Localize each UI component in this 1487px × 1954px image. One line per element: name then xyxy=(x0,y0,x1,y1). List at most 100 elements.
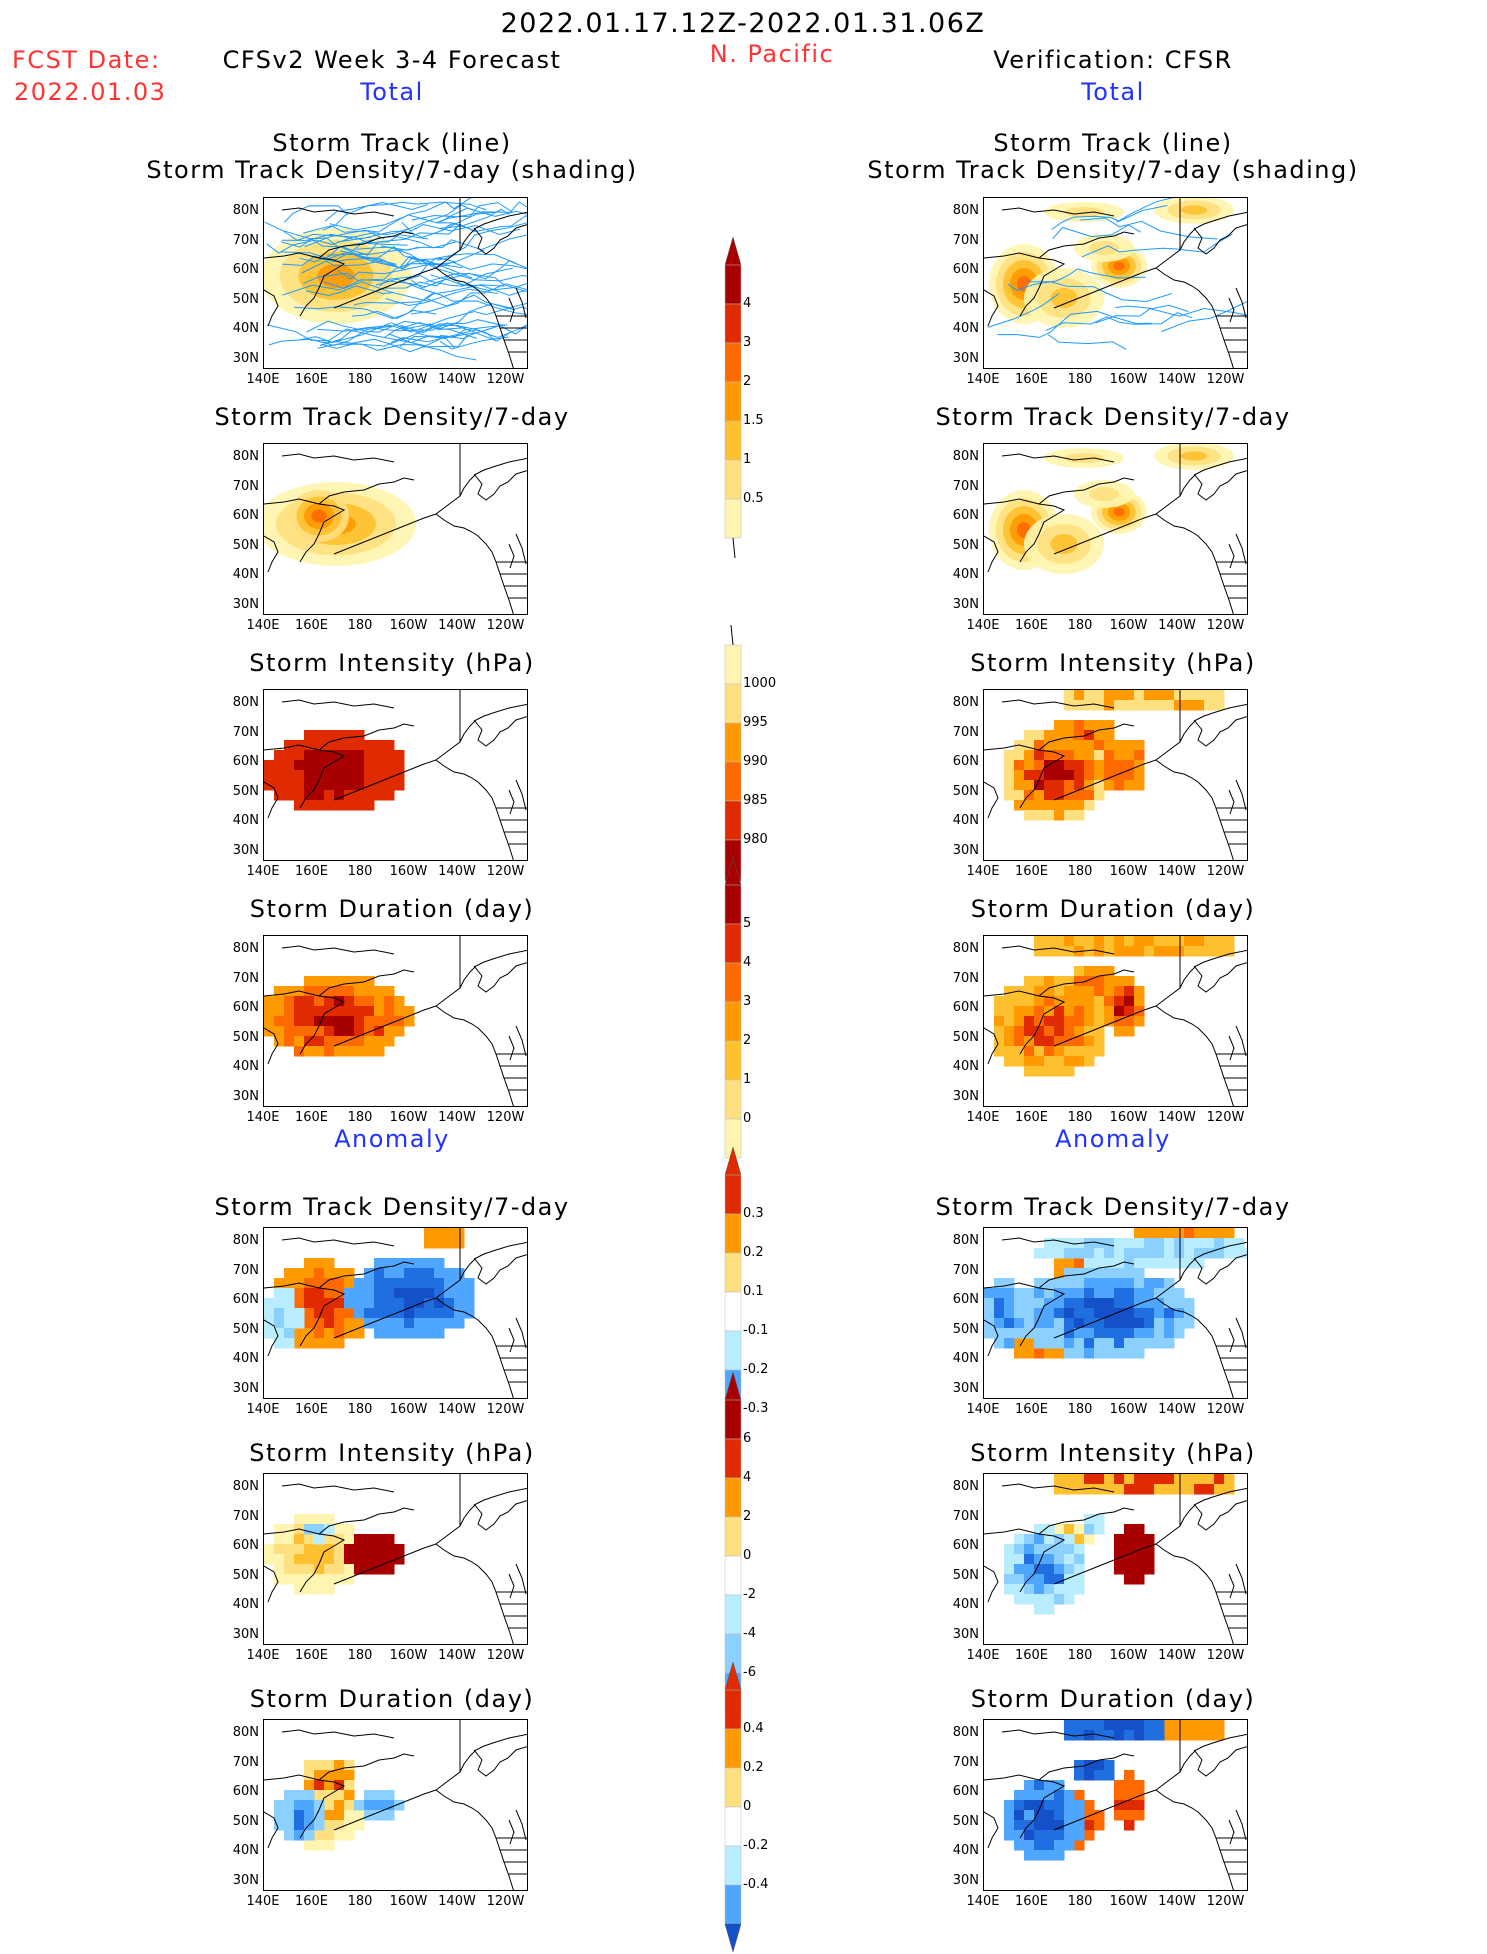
grid-cell xyxy=(334,1800,345,1811)
grid-cell xyxy=(434,1298,445,1309)
lat-tick-label: 40N xyxy=(232,1351,259,1366)
grid-cell xyxy=(314,996,325,1007)
grid-cell xyxy=(364,770,375,781)
grid-cell xyxy=(1044,1800,1055,1811)
grid-cell xyxy=(304,1840,315,1851)
grid-cell xyxy=(314,770,325,781)
grid-cell xyxy=(1004,1308,1015,1319)
grid-cell xyxy=(444,1318,455,1329)
grid-cell xyxy=(1104,1006,1115,1017)
grid-cell xyxy=(274,1544,285,1555)
grid-cell xyxy=(1104,1730,1115,1741)
grid-cell xyxy=(344,1534,355,1545)
grid-cell xyxy=(284,1026,295,1037)
coastline xyxy=(1193,470,1247,501)
lat-tick-label: 60N xyxy=(952,508,979,523)
grid-cell xyxy=(1084,1278,1095,1289)
lon-tick-label: 160W xyxy=(389,1110,428,1125)
panel-title-anom-duration-left: Storm Duration (day) xyxy=(249,1685,535,1713)
grid-cell xyxy=(1124,1006,1135,1017)
grid-cell xyxy=(1114,750,1125,761)
grid-cell xyxy=(314,1016,325,1027)
grid-cell xyxy=(324,780,335,791)
grid-cell xyxy=(354,1288,365,1299)
grid-cell xyxy=(1024,1288,1035,1299)
lat-tick-label: 60N xyxy=(232,262,259,277)
lat-tick-label: 70N xyxy=(232,1262,259,1278)
grid-cell xyxy=(1064,986,1075,997)
grid-cell xyxy=(344,770,355,781)
grid-cell xyxy=(314,1268,325,1279)
lon-tick-label: 120W xyxy=(486,1648,525,1663)
forecast-anom-density-plot xyxy=(264,1228,527,1398)
grid-cell xyxy=(1094,1770,1105,1781)
grid-cell xyxy=(1084,1328,1095,1339)
grid-cell xyxy=(1034,1584,1045,1595)
grid-cell xyxy=(324,790,335,801)
grid-cell xyxy=(394,1328,405,1339)
grid-cell xyxy=(274,1524,285,1535)
grid-cell xyxy=(1064,720,1075,731)
lat-tick-label: 60N xyxy=(952,262,979,277)
grid-cell xyxy=(1144,936,1155,947)
grid-cell xyxy=(394,1800,405,1811)
grid-cell xyxy=(1184,936,1195,947)
grid-cell xyxy=(1054,1328,1065,1339)
grid-cell xyxy=(314,1036,325,1047)
colorbar-tick-label: 0.2 xyxy=(743,1760,764,1775)
coastline xyxy=(1001,207,1115,217)
grid-cell xyxy=(1174,1298,1185,1309)
coastline xyxy=(1193,716,1247,747)
grid-cell xyxy=(1014,1026,1025,1037)
lon-tick-label: 120W xyxy=(1206,1648,1245,1663)
grid-cell xyxy=(1054,1554,1065,1565)
grid-cell xyxy=(1024,750,1035,761)
grid-cell xyxy=(1054,800,1065,811)
grid-cell xyxy=(1104,976,1115,987)
grid-cell xyxy=(264,1328,275,1339)
grid-cell xyxy=(374,1278,385,1289)
grid-cell xyxy=(1034,800,1045,811)
coastline xyxy=(264,1774,346,1839)
grid-cell xyxy=(304,1830,315,1841)
grid-cell xyxy=(334,1524,345,1535)
grid-cell xyxy=(1064,1800,1075,1811)
grid-cell xyxy=(324,1770,335,1781)
grid-cell xyxy=(334,1318,345,1329)
grid-cell xyxy=(1104,1770,1115,1781)
grid-cell xyxy=(1054,1800,1065,1811)
colorbar-segment xyxy=(724,1845,742,1886)
grid-cell xyxy=(374,1036,385,1047)
grid-cell xyxy=(1084,986,1095,997)
grid-cell xyxy=(384,996,395,1007)
storm-track-line xyxy=(385,288,498,307)
lon-tick-label: 120W xyxy=(1206,372,1245,387)
grid-cell xyxy=(1214,936,1225,947)
grid-cell xyxy=(274,1298,285,1309)
lon-tick-label: 120W xyxy=(1206,1894,1245,1909)
coastline xyxy=(435,211,527,269)
grid-cell xyxy=(1064,1790,1075,1801)
coastline xyxy=(1228,1563,1247,1599)
grid-cell xyxy=(284,1800,295,1811)
grid-cell xyxy=(1074,1534,1085,1545)
coastline xyxy=(1155,1543,1234,1644)
lon-tick-label: 120W xyxy=(486,1402,525,1417)
grid-cell xyxy=(334,1338,345,1349)
grid-cell xyxy=(1154,700,1165,711)
coastline xyxy=(1053,1543,1157,1585)
lon-tick-label: 160E xyxy=(294,1648,329,1663)
grid-cell xyxy=(1034,740,1045,751)
grid-cell xyxy=(364,1268,375,1279)
grid-cell xyxy=(304,1800,315,1811)
grid-cell xyxy=(1124,1484,1135,1495)
lat-tick-label: 60N xyxy=(232,1784,259,1799)
grid-cell xyxy=(1084,1534,1095,1545)
grid-cell xyxy=(1134,986,1145,997)
grid-cell xyxy=(344,1810,355,1821)
grid-cell xyxy=(324,1800,335,1811)
storm-track-line xyxy=(1080,217,1218,240)
coastline xyxy=(333,267,437,309)
grid-cell xyxy=(304,1534,315,1545)
grid-cell xyxy=(284,1790,295,1801)
